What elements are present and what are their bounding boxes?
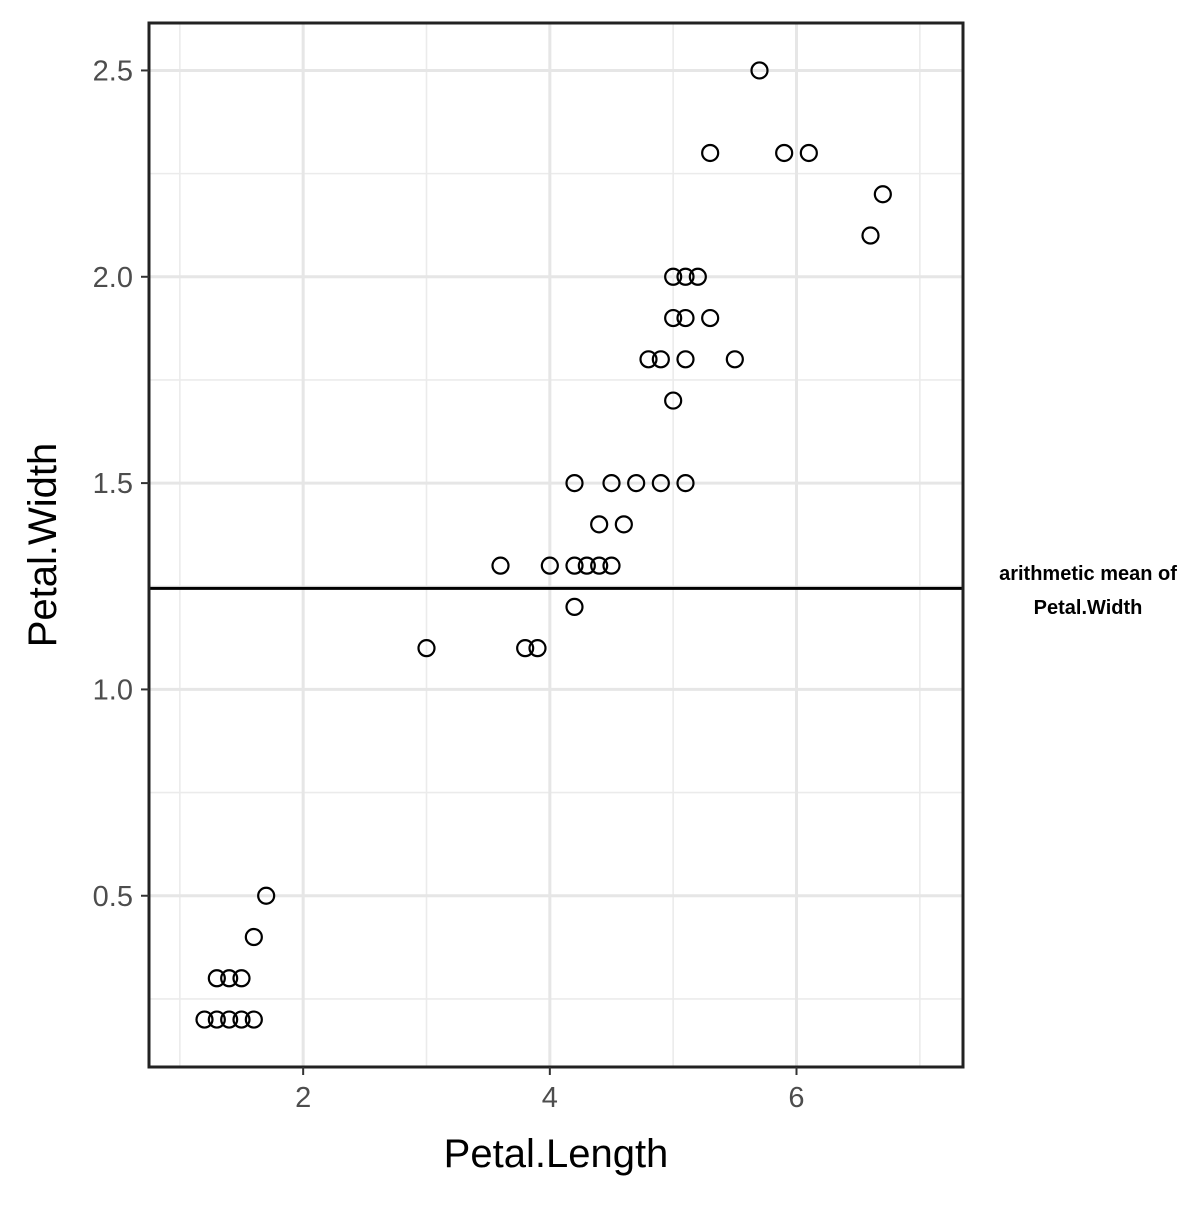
data-point (725, 350, 744, 369)
data-point (244, 927, 263, 947)
y-tick-label: 2.5 (93, 55, 133, 87)
y-tick-label: 2.0 (93, 262, 133, 294)
data-point (664, 267, 683, 286)
x-tick-label: 6 (788, 1082, 804, 1114)
y-tick-label: 1.0 (93, 674, 133, 706)
x-tick-label: 4 (542, 1082, 558, 1114)
data-point (565, 474, 584, 493)
data-point (614, 515, 633, 534)
reference-line-label-line-2: Petal.Width (1034, 597, 1143, 619)
data-point (701, 143, 720, 163)
data-point (577, 556, 596, 575)
data-point (207, 1010, 226, 1029)
data-point (565, 556, 584, 575)
data-point (664, 308, 683, 328)
data-point (540, 556, 559, 575)
data-point (651, 350, 670, 369)
data-point (627, 474, 646, 493)
data-point (639, 350, 658, 369)
data-point (651, 474, 670, 493)
data-point (664, 391, 683, 410)
data-point (516, 639, 535, 658)
data-point (232, 969, 251, 988)
data-point (861, 226, 880, 245)
axis-tick-labels: 2 4 6 0.5 1.0 1.5 2.0 2.5 (93, 55, 805, 1114)
plot-panel-border (147, 21, 965, 1069)
data-point (590, 515, 609, 534)
data-point (565, 597, 584, 616)
data-point (602, 474, 621, 493)
data-point (676, 350, 695, 369)
data-point (676, 474, 695, 493)
data-point (220, 1010, 239, 1029)
x-tick-label: 2 (295, 1082, 311, 1114)
data-point (873, 185, 892, 204)
data-point (491, 556, 510, 575)
data-point (775, 143, 794, 163)
data-point (232, 1010, 251, 1029)
plot-panel-background (149, 23, 963, 1067)
data-point (590, 556, 609, 575)
y-axis-title: Petal.Width (21, 443, 65, 648)
grid-lines (149, 23, 963, 1067)
data-point (195, 1010, 214, 1029)
data-point (417, 639, 436, 658)
data-point (676, 308, 695, 328)
data-point (688, 267, 707, 286)
data-point (220, 969, 239, 988)
data-point (528, 639, 547, 658)
x-axis-title: Petal.Length (444, 1132, 669, 1176)
data-point (244, 1010, 263, 1029)
axis-ticks (141, 69, 798, 1075)
data-point (676, 267, 695, 286)
data-point (257, 886, 276, 905)
data-point (750, 61, 769, 80)
reference-line-label-line-1: arithmetic mean of (999, 563, 1177, 585)
y-tick-label: 1.5 (93, 468, 133, 500)
y-tick-label: 0.5 (93, 881, 133, 913)
data-point (701, 308, 720, 328)
data-point (207, 969, 226, 988)
data-point (799, 143, 818, 163)
data-point (602, 556, 621, 575)
data-points (195, 61, 892, 1029)
